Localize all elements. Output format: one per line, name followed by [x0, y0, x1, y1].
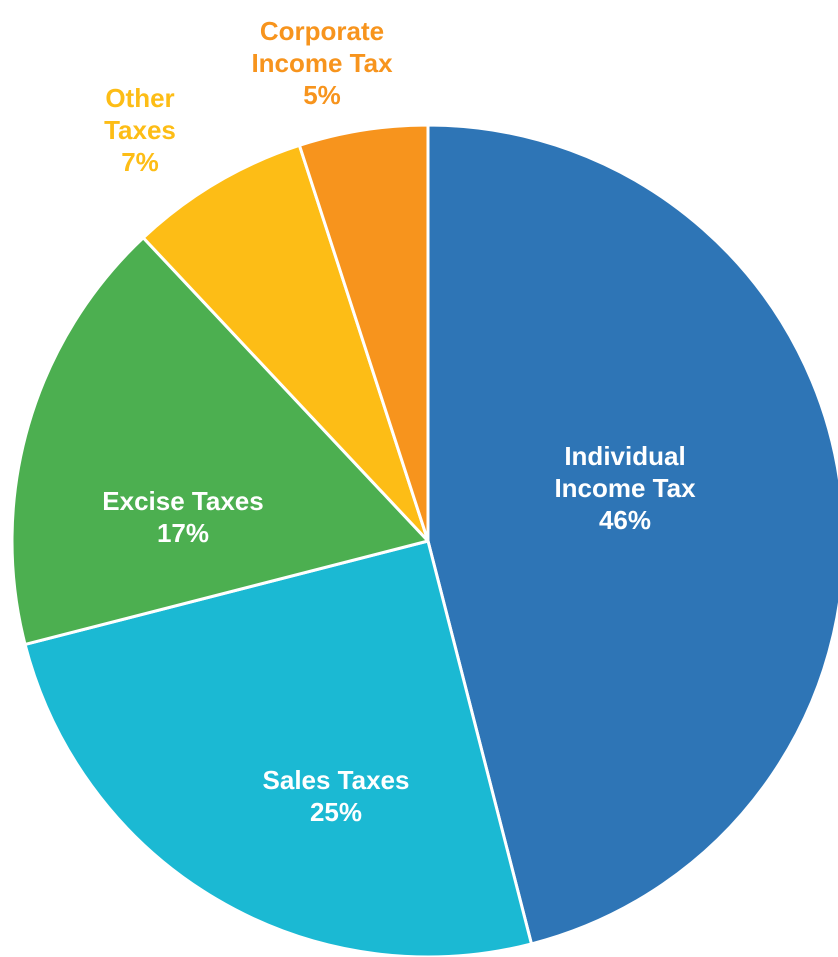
value-label: 5% — [303, 80, 341, 110]
value-label: 7% — [121, 147, 159, 177]
category-label: Corporate Income Tax — [251, 16, 393, 78]
pie-slice — [426, 123, 838, 946]
category-label: Excise Taxes — [102, 486, 264, 516]
pie-slice — [297, 123, 430, 543]
slice-label: Individual Income Tax 46% — [530, 440, 720, 536]
category-label: Sales Taxes — [262, 765, 410, 795]
pie-slice — [10, 236, 430, 646]
category-label: Individual Income Tax — [554, 441, 696, 503]
value-label: 46% — [598, 505, 652, 535]
slice-label: Sales Taxes 25% — [221, 764, 451, 828]
pie-slice — [141, 143, 430, 543]
slice-label: Excise Taxes 17% — [68, 485, 298, 549]
slice-label: Corporate Income Tax 5% — [227, 15, 417, 111]
slice-label: Other Taxes 7% — [90, 82, 190, 178]
value-label: 17% — [156, 518, 210, 548]
category-label: Other Taxes — [104, 83, 176, 145]
value-label: 25% — [309, 797, 363, 827]
